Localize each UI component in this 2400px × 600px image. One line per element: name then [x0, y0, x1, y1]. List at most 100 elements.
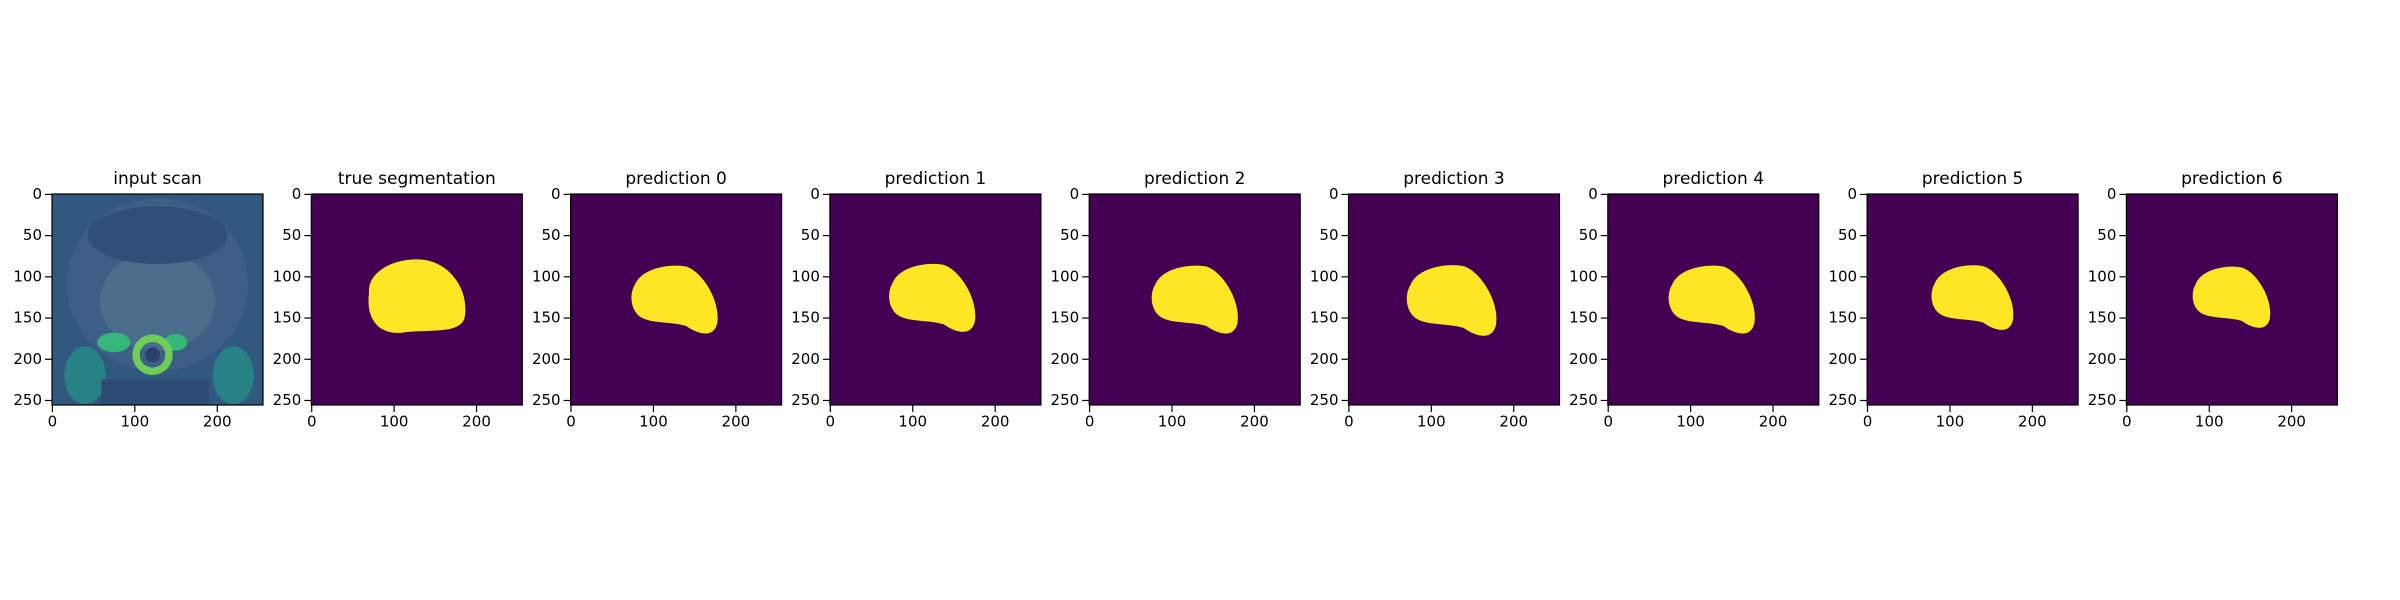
- y-tick-label: 100: [273, 267, 302, 285]
- axes-frame: [1347, 193, 1561, 406]
- image: [1348, 194, 1560, 405]
- x-tick-label: 200: [203, 413, 232, 431]
- x-tick-label: 100: [1936, 413, 1965, 431]
- y-tick-label: 250: [13, 391, 42, 409]
- scan-bright: [212, 346, 254, 405]
- x-tick-label: 100: [1158, 413, 1187, 431]
- x-tick-label: 200: [2277, 413, 2306, 431]
- y-tick-label: 250: [273, 391, 302, 409]
- mask-region: [1931, 265, 2014, 330]
- panel: prediction 6 0 100 200 0 50 100 150 200 250: [2088, 169, 2338, 431]
- axes-frame: [2125, 193, 2338, 406]
- panel-title: prediction 4: [1663, 169, 1765, 189]
- y-tick-label: 250: [1569, 391, 1598, 409]
- y-tick-label: 250: [1051, 391, 1080, 409]
- y-tick-label: 150: [1051, 309, 1080, 327]
- y-tick-label: 100: [2088, 267, 2117, 285]
- y-tick-label: 50: [801, 226, 820, 244]
- y-tick-label: 50: [1060, 226, 1079, 244]
- x-tick-label: 0: [1344, 413, 1354, 431]
- y-tick-label: 50: [2097, 226, 2116, 244]
- scan-center: [145, 347, 160, 363]
- panel-title: prediction 3: [1403, 169, 1505, 189]
- x-tick-label: 100: [121, 413, 150, 431]
- y-tick-label: 200: [1310, 350, 1339, 368]
- y-tick-label: 250: [791, 391, 820, 409]
- panel-title: input scan: [113, 169, 202, 189]
- image: [1867, 194, 2079, 405]
- panel: prediction 5 0 100 200 0 50 100 150 200 250: [1828, 169, 2079, 431]
- y-tick-label: 0: [810, 185, 820, 203]
- y-tick-label: 250: [532, 391, 561, 409]
- panel-title: prediction 0: [625, 169, 727, 189]
- y-tick-label: 150: [1569, 309, 1598, 327]
- panel: prediction 4 0 100 200 0 50 100 150 200 250: [1569, 169, 1820, 431]
- x-tick-label: 0: [826, 413, 836, 431]
- x-tick-label: 0: [566, 413, 576, 431]
- y-tick-label: 250: [1310, 391, 1339, 409]
- y-tick-label: 0: [1070, 185, 1080, 203]
- y-tick-label: 100: [13, 267, 42, 285]
- y-tick-label: 200: [791, 350, 820, 368]
- x-tick-label: 0: [1863, 413, 1873, 431]
- x-tick-label: 100: [2195, 413, 2224, 431]
- image: [52, 194, 263, 405]
- panel-title: prediction 1: [885, 169, 987, 189]
- x-tick-label: 100: [1676, 413, 1705, 431]
- mask-region: [368, 259, 466, 333]
- axes-frame: [51, 193, 264, 406]
- panel: input scan 0 100 200 0 50 100 150 200 250: [13, 169, 264, 431]
- y-tick-label: 200: [532, 350, 561, 368]
- y-tick-label: 150: [13, 309, 42, 327]
- y-tick-label: 0: [1588, 185, 1598, 203]
- y-tick-label: 150: [2088, 309, 2117, 327]
- y-tick-label: 150: [273, 309, 302, 327]
- scan-band: [101, 379, 209, 405]
- y-tick-label: 50: [1319, 226, 1338, 244]
- y-tick-label: 150: [532, 309, 561, 327]
- panel: prediction 0 0 100 200 0 50 100 150 200 250: [532, 169, 783, 431]
- axes-frame: [310, 193, 523, 406]
- y-tick-label: 150: [791, 309, 820, 327]
- y-tick-label: 0: [2107, 185, 2117, 203]
- y-tick-label: 100: [1310, 267, 1339, 285]
- axes-frame: [1088, 193, 1301, 406]
- y-tick-label: 0: [551, 185, 561, 203]
- y-tick-label: 250: [1828, 391, 1857, 409]
- x-tick-label: 200: [1499, 413, 1528, 431]
- panel: true segmentation 0 100 200 0 50 100 150 200 250: [273, 169, 523, 431]
- y-tick-label: 0: [32, 185, 42, 203]
- x-tick-label: 100: [380, 413, 409, 431]
- scan-tissue: [87, 206, 228, 265]
- y-tick-label: 100: [1051, 267, 1080, 285]
- x-tick-label: 200: [2018, 413, 2047, 431]
- x-tick-label: 0: [1085, 413, 1095, 431]
- y-tick-label: 100: [1828, 267, 1857, 285]
- mask-region: [2192, 266, 2271, 328]
- panel-title: prediction 6: [2181, 169, 2283, 189]
- image: [829, 194, 1041, 405]
- y-tick-label: 50: [1838, 226, 1857, 244]
- image: [1607, 194, 1819, 405]
- axes-frame: [569, 193, 783, 406]
- x-tick-label: 0: [1603, 413, 1613, 431]
- y-tick-label: 50: [1579, 226, 1598, 244]
- y-tick-label: 50: [23, 226, 42, 244]
- image: [1089, 194, 1301, 405]
- x-tick-label: 0: [2122, 413, 2132, 431]
- y-tick-label: 200: [1828, 350, 1857, 368]
- panel: prediction 2 0 100 200 0 50 100 150 200 250: [1051, 169, 1301, 431]
- x-tick-label: 100: [898, 413, 927, 431]
- mask-region: [1406, 265, 1497, 336]
- y-tick-label: 100: [791, 267, 820, 285]
- y-tick-label: 50: [282, 226, 301, 244]
- scan-tissue: [99, 251, 216, 351]
- image: [570, 194, 782, 405]
- panel: prediction 1 0 100 200 0 50 100 150 200 250: [791, 169, 1042, 431]
- axes-frame: [1866, 193, 2079, 406]
- axes-frame: [829, 193, 1042, 406]
- y-tick-label: 200: [13, 350, 42, 368]
- panel-title: prediction 5: [1922, 169, 2024, 189]
- mask-region: [1668, 265, 1755, 334]
- y-tick-label: 200: [2088, 350, 2117, 368]
